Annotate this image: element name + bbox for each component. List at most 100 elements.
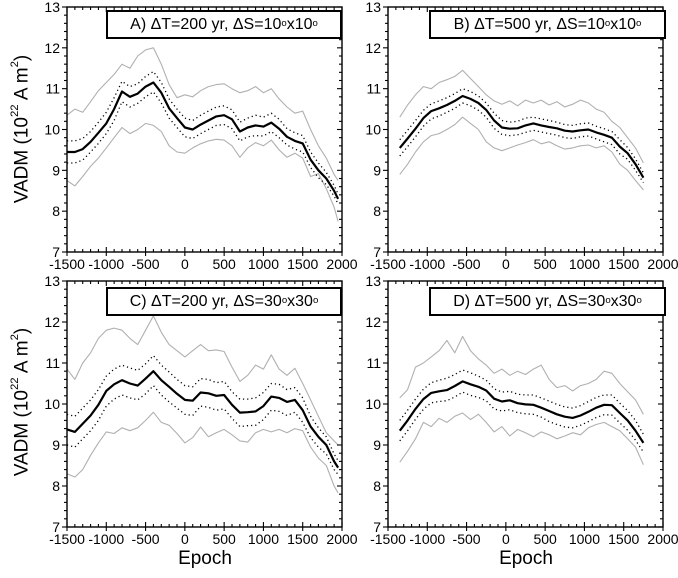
degree-superscript: o <box>312 294 319 306</box>
degree-superscript: o <box>605 294 611 306</box>
x-tick-label: 0 <box>181 531 189 547</box>
x-tick-label: 1000 <box>248 256 279 272</box>
panel-b: -1500 -1000 -500 0 500 1000 1500 2000 7 8 9 10 11 12 1… <box>365 0 678 272</box>
y-tick-label: 12 <box>44 40 60 56</box>
x-tick-label: 0 <box>181 256 189 272</box>
y-tick-label: 9 <box>52 437 60 453</box>
y-tick-label: 9 <box>52 162 60 178</box>
panel-title-c-text2: x30 <box>287 292 313 310</box>
c-mean-vadm-line <box>66 370 340 469</box>
x-tick-label: -1500 <box>370 256 406 272</box>
x-tick-label: 500 <box>212 256 236 272</box>
b-mean-vadm-line <box>398 94 645 179</box>
d-lower-band-gray-line <box>399 412 644 465</box>
x-tick-label: -1000 <box>88 256 124 272</box>
x-tick-label: -500 <box>453 256 481 272</box>
y-tick-label: 10 <box>365 122 381 138</box>
y-tick-label: 12 <box>365 40 381 56</box>
ylabel-text: VADM (10 <box>11 117 33 204</box>
panel-title-a-text: A) ΔT=200 yr, ΔS=10 <box>130 15 282 33</box>
y-tick-label: 11 <box>45 355 60 371</box>
y-tick-label: 11 <box>366 81 381 97</box>
y-tick-label: 7 <box>373 244 381 260</box>
panel-title-d: D) ΔT=500 yr, ΔS=30 o x30 o <box>429 287 666 316</box>
y-axis-label-bottom-row: VADM (1022 A m2) <box>4 287 33 517</box>
x-tick-label: -1500 <box>49 531 85 547</box>
panel-b-ticks: -1500 -1000 -500 0 500 1000 1500 2000 7 8 9 10 11 12 1… <box>365 0 678 272</box>
panel-title-d-text2: x30 <box>610 292 637 310</box>
panel-title-b-text2: x10 <box>610 15 637 33</box>
x-tick-label: 1500 <box>608 531 639 547</box>
y-tick-label: 8 <box>373 478 381 494</box>
y-tick-label: 8 <box>373 203 381 219</box>
y-tick-label: 11 <box>366 355 381 371</box>
ylabel-text2: A m <box>11 340 33 378</box>
degree-superscript: o <box>604 17 611 29</box>
panel-a: -1500 -1000 -500 0 500 1000 1500 2000 7 8 9 10 11 12 1… <box>44 0 357 272</box>
c-upper-error-dotted-line <box>66 354 339 461</box>
x-tick-label: 1000 <box>248 531 279 547</box>
d-lower-error-dotted-line <box>399 391 644 453</box>
degree-superscript: o <box>312 17 318 29</box>
x-tick-label: 2000 <box>647 256 678 272</box>
x-tick-label: -1000 <box>409 256 445 272</box>
panel-title-b: B) ΔT=500 yr, ΔS=10 o x10 o <box>429 10 666 39</box>
x-tick-label: -1000 <box>409 531 445 547</box>
ylabel-text2: A m <box>11 67 33 105</box>
x-tick-label: 2000 <box>326 256 357 272</box>
panel-d: -1500 -1000 -500 0 500 1000 1500 2000 7 8 9 10 11 12 1… <box>365 273 678 547</box>
x-tick-label: 500 <box>533 531 557 547</box>
degree-superscript: o <box>281 294 288 306</box>
y-tick-label: 7 <box>52 244 60 260</box>
y-tick-label: 11 <box>45 81 60 97</box>
panel-title-c: C) ΔT=200 yr, ΔS=30 o x30 o <box>106 287 342 316</box>
panel-title-c-text: C) ΔT=200 yr, ΔS=30 <box>129 292 282 310</box>
a-upper-band-gray-line <box>66 47 339 181</box>
ylabel-exponent2: 2 <box>9 61 22 68</box>
x-tick-label: 2000 <box>647 531 678 547</box>
c-lower-band-gray-line <box>66 411 339 494</box>
x-axis-label-left: Epoch <box>178 548 232 569</box>
d-mean-vadm-line <box>398 380 645 444</box>
ylabel-exponent: 22 <box>9 377 22 391</box>
b-upper-error-dotted-line <box>399 88 644 174</box>
y-tick-label: 13 <box>365 273 381 289</box>
x-tick-label: 1000 <box>569 531 600 547</box>
panel-title-a-text2: x10 <box>286 15 313 33</box>
y-tick-label: 12 <box>365 314 381 330</box>
y-tick-label: 9 <box>373 162 381 178</box>
x-tick-label: -1500 <box>49 256 85 272</box>
y-tick-label: 10 <box>365 396 381 412</box>
a-lower-band-gray-line <box>66 122 339 222</box>
panel-title-d-text: D) ΔT=500 yr, ΔS=30 <box>453 292 606 310</box>
panel-a-ticks: -1500 -1000 -500 0 500 1000 1500 2000 7 8 9 10 11 12 1… <box>44 0 357 272</box>
x-tick-label: -500 <box>453 531 481 547</box>
x-tick-label: 500 <box>533 256 557 272</box>
x-tick-label: -1500 <box>370 531 406 547</box>
y-tick-label: 8 <box>52 203 60 219</box>
degree-superscript: o <box>281 17 287 29</box>
y-tick-label: 10 <box>44 122 60 138</box>
y-tick-label: 7 <box>52 519 60 535</box>
b-upper-band-gray-line <box>399 69 644 164</box>
a-upper-error-dotted-line <box>67 70 339 195</box>
x-tick-label: 1500 <box>608 256 639 272</box>
y-tick-label: 12 <box>44 314 60 330</box>
y-tick-label: 10 <box>44 396 60 412</box>
x-tick-label: 0 <box>502 531 510 547</box>
x-tick-label: 0 <box>502 256 510 272</box>
ylabel-exponent: 22 <box>9 104 22 118</box>
x-tick-label: -500 <box>132 531 160 547</box>
panel-c-ticks: -1500 -1000 -500 0 500 1000 1500 2000 7 8 9 10 11 12 1… <box>44 273 357 547</box>
y-tick-label: 13 <box>44 0 60 15</box>
d-upper-band-gray-line <box>399 335 644 415</box>
ylabel-text: VADM (10 <box>11 390 33 477</box>
y-tick-label: 8 <box>52 478 60 494</box>
ylabel-exponent2: 2 <box>9 334 22 341</box>
panel-c-frame <box>66 280 343 528</box>
x-tick-label: 1000 <box>569 256 600 272</box>
panel-title-b-text: B) ΔT=500 yr, ΔS=10 <box>453 15 605 33</box>
degree-superscript: o <box>636 294 642 306</box>
x-tick-label: 500 <box>212 531 236 547</box>
a-lower-error-dotted-line <box>67 91 339 205</box>
